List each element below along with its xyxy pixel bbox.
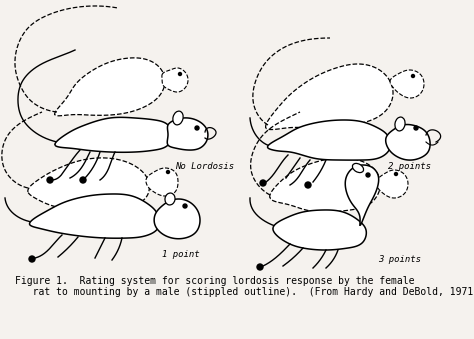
Text: 1 point: 1 point: [162, 250, 200, 259]
Text: rat to mounting by a male (stippled outline).  (From Hardy and DeBold, 1971).: rat to mounting by a male (stippled outl…: [15, 287, 474, 297]
Polygon shape: [162, 68, 188, 92]
Polygon shape: [29, 194, 159, 238]
Circle shape: [166, 171, 170, 174]
Circle shape: [366, 173, 370, 177]
Ellipse shape: [173, 111, 183, 125]
Polygon shape: [267, 120, 391, 160]
Text: Figure 1.  Rating system for scoring lordosis response by the female: Figure 1. Rating system for scoring lord…: [15, 276, 414, 286]
Polygon shape: [390, 70, 424, 98]
Polygon shape: [273, 210, 366, 250]
Polygon shape: [265, 64, 393, 129]
Text: No Lordosis: No Lordosis: [175, 162, 234, 171]
Polygon shape: [376, 170, 408, 198]
Polygon shape: [167, 118, 208, 150]
Polygon shape: [386, 124, 430, 160]
Circle shape: [394, 173, 398, 176]
Circle shape: [195, 126, 199, 130]
Polygon shape: [345, 165, 379, 225]
Circle shape: [414, 126, 418, 130]
Polygon shape: [55, 117, 172, 152]
Circle shape: [80, 177, 86, 183]
Circle shape: [183, 204, 187, 208]
Circle shape: [411, 75, 414, 78]
Circle shape: [257, 264, 263, 270]
Ellipse shape: [165, 193, 175, 205]
Circle shape: [260, 180, 266, 186]
Ellipse shape: [395, 117, 405, 131]
Polygon shape: [270, 158, 380, 212]
Polygon shape: [146, 168, 178, 196]
Circle shape: [179, 73, 182, 76]
Text: 2 points: 2 points: [388, 162, 431, 171]
Polygon shape: [55, 58, 165, 116]
Polygon shape: [154, 199, 200, 239]
Polygon shape: [28, 158, 149, 212]
Circle shape: [305, 182, 311, 188]
Text: 3 points: 3 points: [378, 255, 421, 264]
Ellipse shape: [353, 163, 364, 173]
Circle shape: [47, 177, 53, 183]
Circle shape: [29, 256, 35, 262]
